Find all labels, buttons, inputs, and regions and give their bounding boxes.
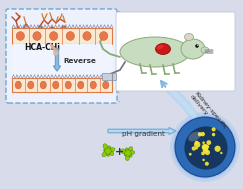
Circle shape xyxy=(212,133,215,136)
Circle shape xyxy=(200,132,205,136)
Ellipse shape xyxy=(103,144,108,150)
Circle shape xyxy=(215,146,221,152)
Text: Kidney-specific
delivery: Kidney-specific delivery xyxy=(189,91,228,134)
Circle shape xyxy=(189,153,192,156)
Ellipse shape xyxy=(107,152,110,156)
Ellipse shape xyxy=(66,32,75,40)
Circle shape xyxy=(198,132,202,136)
FancyBboxPatch shape xyxy=(103,74,116,81)
Bar xyxy=(12,78,112,92)
Circle shape xyxy=(205,162,209,166)
Ellipse shape xyxy=(184,33,193,40)
Ellipse shape xyxy=(128,147,133,152)
Circle shape xyxy=(203,146,206,148)
Ellipse shape xyxy=(103,81,109,89)
Text: Reverse: Reverse xyxy=(63,58,96,64)
Ellipse shape xyxy=(104,149,107,152)
Ellipse shape xyxy=(83,32,91,40)
Ellipse shape xyxy=(108,146,111,150)
Ellipse shape xyxy=(65,81,71,89)
Circle shape xyxy=(194,141,200,148)
Ellipse shape xyxy=(186,35,192,39)
Bar xyxy=(12,28,112,44)
Circle shape xyxy=(170,112,240,182)
Bar xyxy=(12,44,112,78)
Ellipse shape xyxy=(102,152,107,157)
FancyBboxPatch shape xyxy=(116,12,235,91)
Circle shape xyxy=(220,152,223,154)
Circle shape xyxy=(203,148,208,153)
Circle shape xyxy=(195,44,199,48)
Ellipse shape xyxy=(53,81,59,89)
Ellipse shape xyxy=(156,43,171,54)
Ellipse shape xyxy=(125,148,129,152)
Ellipse shape xyxy=(53,50,59,56)
Circle shape xyxy=(202,141,205,144)
FancyBboxPatch shape xyxy=(6,9,117,103)
Ellipse shape xyxy=(16,32,25,40)
Circle shape xyxy=(195,141,199,145)
Ellipse shape xyxy=(99,32,108,40)
Ellipse shape xyxy=(157,45,163,49)
Circle shape xyxy=(212,127,216,131)
Ellipse shape xyxy=(109,151,114,156)
Circle shape xyxy=(184,126,228,170)
Circle shape xyxy=(205,150,210,155)
Ellipse shape xyxy=(33,32,41,40)
Circle shape xyxy=(173,115,237,179)
Ellipse shape xyxy=(130,151,135,154)
Circle shape xyxy=(202,144,208,150)
Ellipse shape xyxy=(40,81,46,89)
Ellipse shape xyxy=(120,149,126,154)
Ellipse shape xyxy=(120,37,190,67)
Circle shape xyxy=(192,146,196,151)
Circle shape xyxy=(195,147,198,149)
Ellipse shape xyxy=(78,81,84,89)
Ellipse shape xyxy=(181,39,205,59)
Text: HCA-CHi: HCA-CHi xyxy=(24,43,60,52)
Ellipse shape xyxy=(188,132,201,141)
Circle shape xyxy=(175,117,235,177)
Ellipse shape xyxy=(201,47,209,53)
Circle shape xyxy=(202,144,209,150)
Ellipse shape xyxy=(109,148,115,152)
Circle shape xyxy=(206,140,211,145)
Text: pH gradient: pH gradient xyxy=(122,131,165,137)
Circle shape xyxy=(206,145,209,148)
Circle shape xyxy=(105,148,111,154)
Ellipse shape xyxy=(15,81,21,89)
Circle shape xyxy=(197,45,198,46)
Text: +: + xyxy=(114,147,124,157)
Ellipse shape xyxy=(129,153,132,157)
Ellipse shape xyxy=(124,153,127,156)
FancyArrow shape xyxy=(108,128,176,135)
Ellipse shape xyxy=(50,32,58,40)
Circle shape xyxy=(202,159,205,161)
Ellipse shape xyxy=(28,81,34,89)
Circle shape xyxy=(125,150,131,156)
FancyArrow shape xyxy=(53,49,61,71)
Ellipse shape xyxy=(90,81,96,89)
Circle shape xyxy=(201,152,205,155)
Ellipse shape xyxy=(125,155,130,161)
